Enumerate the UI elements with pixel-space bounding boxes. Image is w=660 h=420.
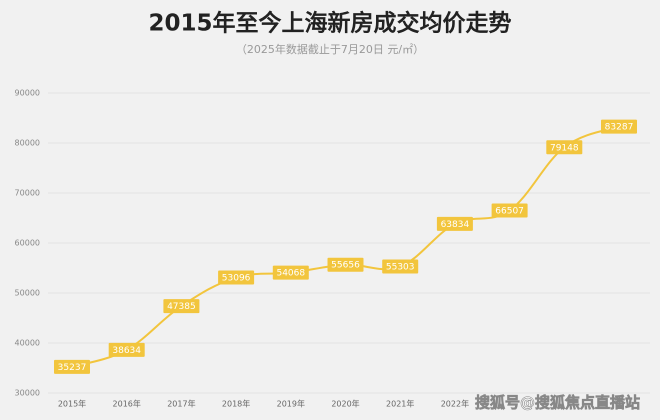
x-tick-label: 2019年: [277, 399, 305, 409]
data-label: 83287: [605, 123, 634, 133]
data-label: 55303: [386, 262, 415, 272]
label-box: [108, 342, 145, 357]
y-tick-label: 50000: [15, 289, 40, 298]
data-label: 53096: [222, 274, 251, 284]
chart-title: 2015年至今上海新房成交均价走势: [148, 10, 511, 37]
data-label: 47385: [167, 302, 196, 312]
y-tick-label: 90000: [15, 89, 40, 98]
y-tick-label: 80000: [15, 139, 40, 148]
label-box: [272, 265, 309, 280]
label-box: [163, 299, 200, 314]
watermark: 搜狐号@搜狐焦点直播站: [475, 394, 640, 412]
data-label: 35237: [58, 363, 87, 373]
x-tick-label: 2022年: [441, 399, 469, 409]
x-tick-label: 2016年: [113, 399, 141, 409]
data-label: 55656: [331, 261, 360, 271]
data-label: 63834: [441, 220, 470, 230]
y-tick-label: 60000: [15, 239, 40, 248]
data-label: 66507: [495, 206, 524, 216]
x-tick-label: 2018年: [222, 399, 250, 409]
y-tick-label: 40000: [15, 339, 40, 348]
label-box: [546, 140, 583, 155]
x-tick-label: 2020年: [331, 399, 359, 409]
data-label: 38634: [112, 346, 141, 356]
label-box: [491, 203, 528, 218]
label-box: [382, 259, 419, 274]
x-tick-label: 2015年: [58, 399, 86, 409]
label-box: [601, 119, 637, 134]
y-tick-label: 30000: [15, 389, 40, 398]
x-tick-label: 2021年: [386, 399, 414, 409]
chart-subtitle: （2025年数据截止于7月20日 元/㎡）: [236, 42, 424, 56]
label-box: [218, 270, 255, 285]
data-label: 79148: [550, 143, 579, 153]
label-box: [436, 216, 473, 231]
label-box: [54, 359, 90, 374]
data-label: 54068: [276, 269, 305, 279]
y-tick-label: 70000: [15, 189, 40, 198]
label-box: [327, 257, 364, 272]
x-tick-label: 2017年: [167, 399, 195, 409]
